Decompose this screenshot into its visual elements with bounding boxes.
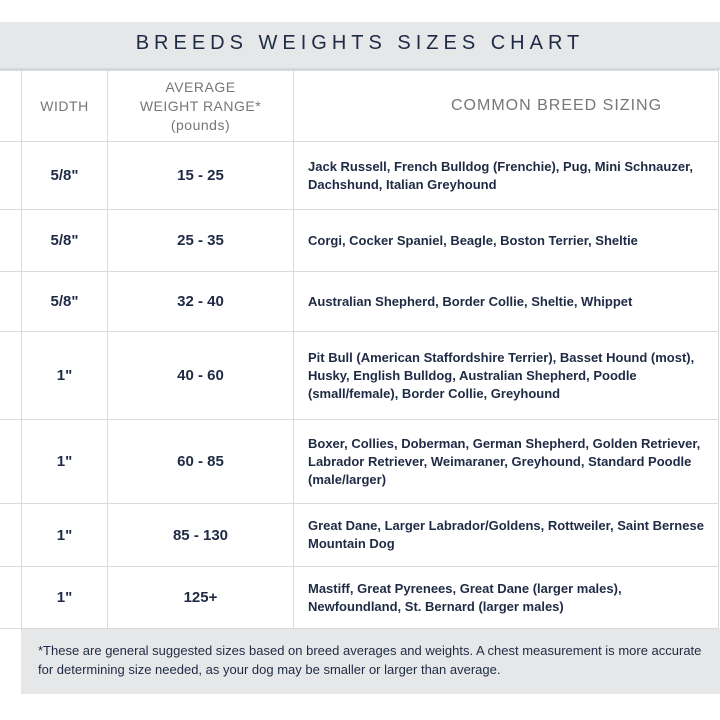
- weight-cell: 32 - 40: [107, 271, 294, 332]
- weight-cell: 25 - 35: [107, 209, 294, 272]
- size-cell: [0, 419, 22, 504]
- chart-title: BREEDS WEIGHTS SIZES CHART: [135, 32, 585, 54]
- content: WIDTH AVERAGE WEIGHT RANGE* (pounds) COM…: [0, 70, 720, 694]
- weight-cell: 40 - 60: [107, 331, 294, 420]
- breeds-cell: Pit Bull (American Staffordshire Terrier…: [293, 331, 719, 420]
- size-table: WIDTH AVERAGE WEIGHT RANGE* (pounds) COM…: [0, 70, 719, 629]
- weight-cell: 125+: [107, 566, 294, 629]
- weight-cell: 15 - 25: [107, 141, 294, 210]
- breeds-cell: Mastiff, Great Pyrenees, Great Dane (lar…: [293, 566, 719, 629]
- width-cell: 5/8": [21, 141, 108, 210]
- header-width: WIDTH: [21, 70, 108, 142]
- size-cell: [0, 503, 22, 567]
- table-row: 1" 125+ Mastiff, Great Pyrenees, Great D…: [0, 566, 719, 629]
- breeds-cell: Boxer, Collies, Doberman, German Shepher…: [293, 419, 719, 504]
- breeds-cell: Jack Russell, French Bulldog (Frenchie),…: [293, 141, 719, 210]
- header-breeds: COMMON BREED SIZING: [293, 70, 719, 142]
- weight-cell: 60 - 85: [107, 419, 294, 504]
- size-cell: [0, 209, 22, 272]
- header-weight: AVERAGE WEIGHT RANGE* (pounds): [107, 70, 294, 142]
- width-cell: 1": [21, 503, 108, 567]
- table-row: 5/8" 15 - 25 Jack Russell, French Bulldo…: [0, 141, 719, 210]
- weight-cell: 85 - 130: [107, 503, 294, 567]
- breeds-cell: Australian Shepherd, Border Collie, Shel…: [293, 271, 719, 332]
- table-row: 5/8" 25 - 35 Corgi, Cocker Spaniel, Beag…: [0, 209, 719, 272]
- table-row: 1" 85 - 130 Great Dane, Larger Labrador/…: [0, 503, 719, 567]
- title-bar: BREEDS WEIGHTS SIZES CHART: [0, 22, 720, 70]
- table-row: 5/8" 32 - 40 Australian Shepherd, Border…: [0, 271, 719, 332]
- size-cell: [0, 271, 22, 332]
- width-cell: 1": [21, 566, 108, 629]
- width-cell: 5/8": [21, 271, 108, 332]
- breeds-cell: Corgi, Cocker Spaniel, Beagle, Boston Te…: [293, 209, 719, 272]
- footnote-line: *These are general suggested sizes based…: [38, 643, 615, 658]
- table-row: 1" 60 - 85 Boxer, Collies, Doberman, Ger…: [0, 419, 719, 504]
- width-cell: 1": [21, 331, 108, 420]
- table-row: 1" 40 - 60 Pit Bull (American Staffordsh…: [0, 331, 719, 420]
- header-row: WIDTH AVERAGE WEIGHT RANGE* (pounds) COM…: [0, 70, 719, 142]
- footnote: *These are general suggested sizes based…: [21, 629, 720, 694]
- width-cell: 1": [21, 419, 108, 504]
- size-cell: [0, 331, 22, 420]
- width-cell: 5/8": [21, 209, 108, 272]
- size-cell: [0, 141, 22, 210]
- breeds-cell: Great Dane, Larger Labrador/Goldens, Rot…: [293, 503, 719, 567]
- size-cell: [0, 566, 22, 629]
- footnote-line: more accurate for determining size neede…: [38, 643, 702, 677]
- header-size: [0, 70, 22, 142]
